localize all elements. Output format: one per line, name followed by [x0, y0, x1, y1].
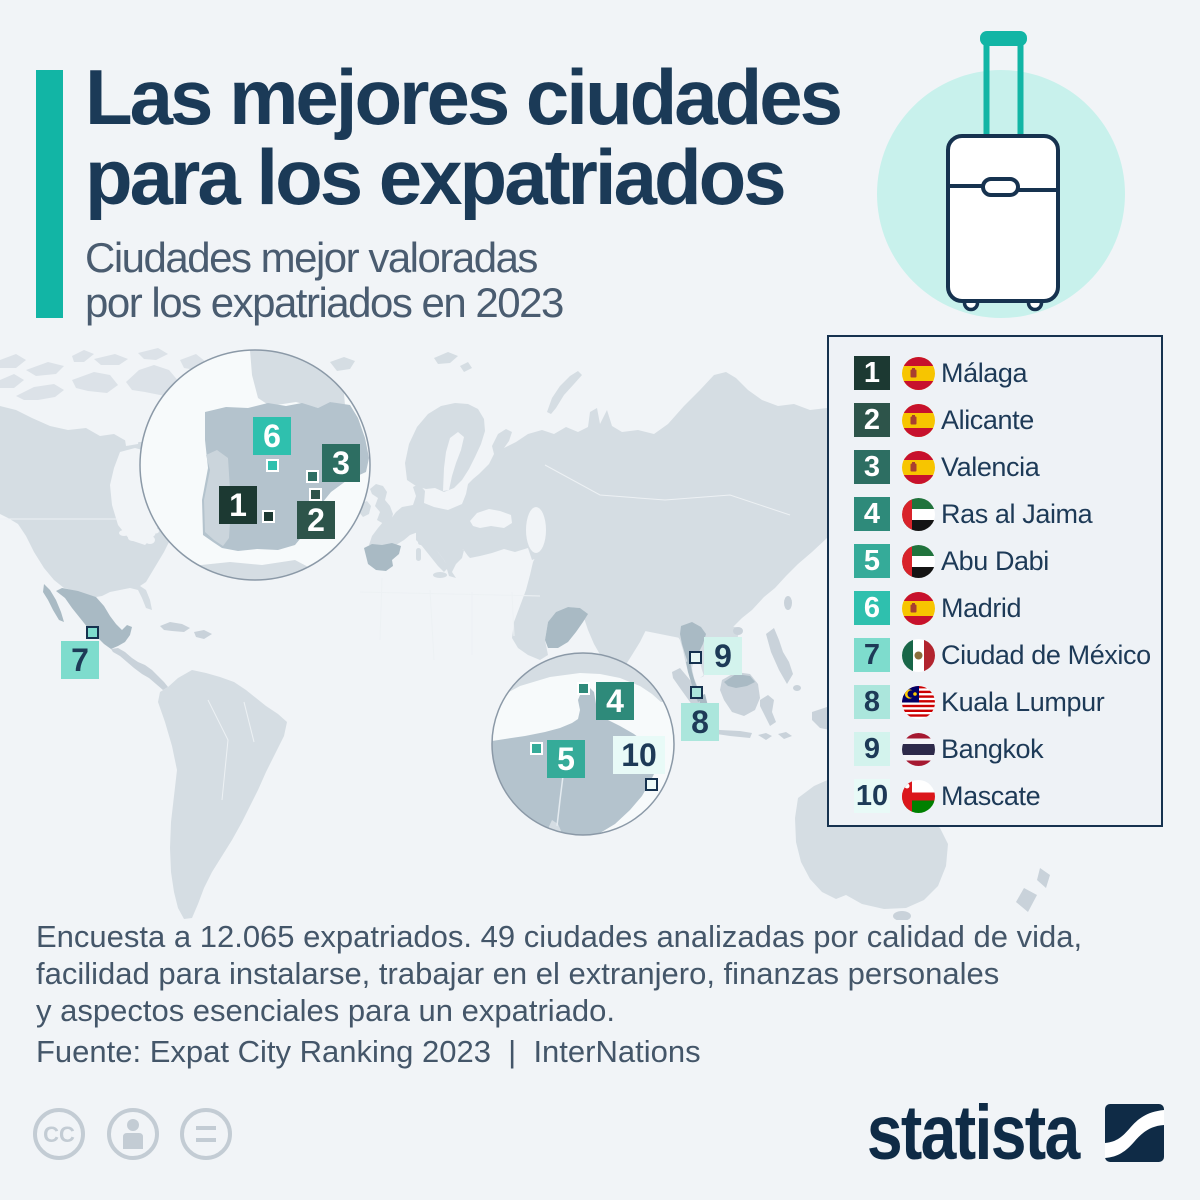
svg-text:CC: CC: [43, 1122, 75, 1147]
